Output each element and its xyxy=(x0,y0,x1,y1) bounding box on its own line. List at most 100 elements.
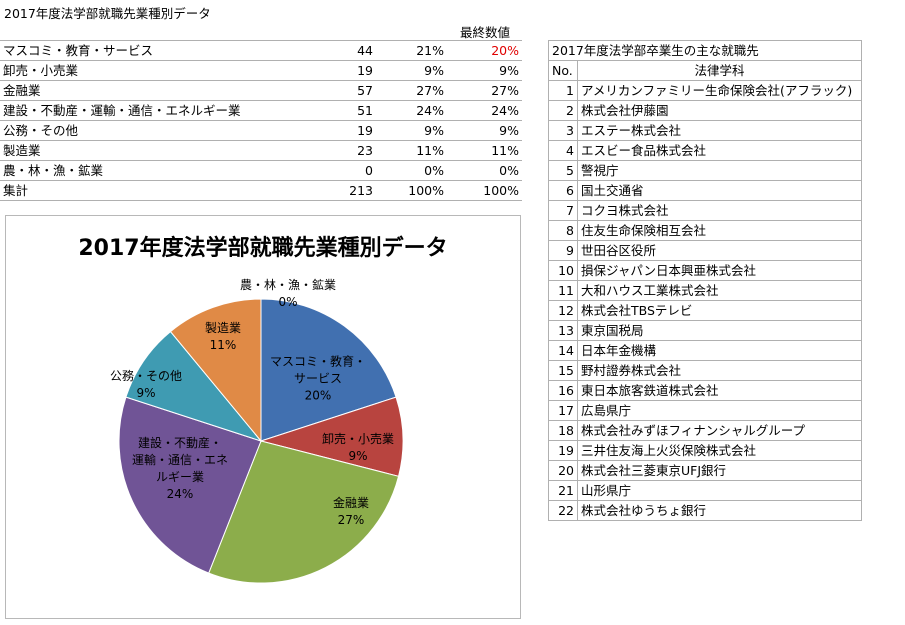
list-title: 2017年度法学部卒業生の主な就職先 xyxy=(548,40,862,61)
list-row: 17 広島県庁 xyxy=(548,400,862,421)
slice-name: 製造業 xyxy=(204,321,242,335)
slice-value: 11% xyxy=(209,338,237,352)
slice-label: 農・林・漁・鉱業 0% xyxy=(240,277,336,311)
pie-slice xyxy=(169,298,262,443)
list-cell: 16 xyxy=(548,380,578,401)
list-row: 11 大和ハウス工業株式会社 xyxy=(548,280,862,301)
table-cell: 213 xyxy=(300,180,376,201)
table-row: 金融業 57 27% 27% xyxy=(0,80,522,101)
list-row: 5 警視庁 xyxy=(548,160,862,181)
data-table: マスコミ・教育・サービス 44 21% 20% 卸売・小売業 19 9% 9% 金融業 57 27%… xyxy=(0,40,522,201)
table-cell: 9% xyxy=(447,60,522,81)
list-cell: 12 xyxy=(548,300,578,321)
list-cell: 20 xyxy=(548,460,578,481)
list-cell: 1 xyxy=(548,80,578,101)
table-row: 集計 213 100% 100% xyxy=(0,180,522,201)
table-cell: 0% xyxy=(447,160,522,181)
table-cell: マスコミ・教育・サービス xyxy=(0,40,300,61)
list-row: 8 住友生命保険相互会社 xyxy=(548,220,862,241)
slice-value: 9% xyxy=(348,449,368,463)
list-cell: 6 xyxy=(548,180,578,201)
table-row: 公務・その他 19 9% 9% xyxy=(0,120,522,141)
list-cell: 22 xyxy=(548,500,578,521)
list-cell: 7 xyxy=(548,200,578,221)
pie-slice xyxy=(208,440,400,584)
table-cell: 100% xyxy=(376,180,447,201)
list-cell: コクヨ株式会社 xyxy=(577,200,862,221)
slice-value: 9% xyxy=(136,386,156,400)
table-row: マスコミ・教育・サービス 44 21% 20% xyxy=(0,40,522,61)
list-cell: 10 xyxy=(548,260,578,281)
list-cell: 世田谷区役所 xyxy=(577,240,862,261)
list-cell: 9 xyxy=(548,240,578,261)
table-cell: 44 xyxy=(300,40,376,61)
list-cell: エスビー食品株式会社 xyxy=(577,140,862,161)
table-cell: 27% xyxy=(376,80,447,101)
table-cell: 23 xyxy=(300,140,376,161)
list-cell: 15 xyxy=(548,360,578,381)
list-cell: 株式会社伊藤園 xyxy=(577,100,862,121)
list-row: 16 東日本旅客鉄道株式会社 xyxy=(548,380,862,401)
slice-value: 27% xyxy=(337,513,365,527)
list-row: 4 エスビー食品株式会社 xyxy=(548,140,862,161)
table-cell: 51 xyxy=(300,100,376,121)
list-row: 21 山形県庁 xyxy=(548,480,862,501)
list-cell: 3 xyxy=(548,120,578,141)
list-cell: 広島県庁 xyxy=(577,400,862,421)
pie-slice xyxy=(125,330,263,443)
list-row: 19 三井住友海上火災保険株式会社 xyxy=(548,440,862,461)
table-cell: 金融業 xyxy=(0,80,300,101)
table-cell: 24% xyxy=(376,100,447,121)
list-cell: 4 xyxy=(548,140,578,161)
list-cell: 21 xyxy=(548,480,578,501)
list-cell: 損保ジャパン日本興亜株式会社 xyxy=(577,260,862,281)
list-cell: 株式会社ゆうちょ銀行 xyxy=(577,500,862,521)
slice-name: 建設・不動産・ 運輸・通信・エネ ルギー業 xyxy=(131,436,229,484)
list-row: 7 コクヨ株式会社 xyxy=(548,200,862,221)
pie-chart xyxy=(118,298,404,584)
slice-name: 公務・その他 xyxy=(109,369,183,383)
table-row: 卸売・小売業 19 9% 9% xyxy=(0,60,522,81)
employer-table: 2017年度法学部卒業生の主な就職先 No. 法律学科 1 アメリカンファミリー生命保… xyxy=(548,40,862,521)
list-row: 6 国土交通省 xyxy=(548,180,862,201)
list-row: 13 東京国税局 xyxy=(548,320,862,341)
slice-label: 金融業 27% xyxy=(333,495,369,529)
sheet-title: 2017年度法学部就職先業種別データ xyxy=(4,6,211,21)
list-cell: 11 xyxy=(548,280,578,301)
table-cell: 卸売・小売業 xyxy=(0,60,300,81)
slice-name: 農・林・漁・鉱業 xyxy=(239,278,337,292)
slice-value: 24% xyxy=(166,487,194,501)
table-row: 製造業 23 11% 11% xyxy=(0,140,522,161)
list-row: 14 日本年金機構 xyxy=(548,340,862,361)
slice-name: 卸売・小売業 xyxy=(321,432,395,446)
slice-value: 20% xyxy=(304,388,332,403)
pie-slice xyxy=(260,298,397,442)
list-cell: 警視庁 xyxy=(577,160,862,181)
list-cell: 17 xyxy=(548,400,578,421)
list-cell: エステー株式会社 xyxy=(577,120,862,141)
pie-slice xyxy=(118,396,262,574)
table-cell: 27% xyxy=(447,80,522,101)
chart-title: 2017年度法学部就職先業種別データ xyxy=(78,236,448,261)
list-row: 9 世田谷区役所 xyxy=(548,240,862,261)
table-cell: 集計 xyxy=(0,180,300,201)
list-cell: 国土交通省 xyxy=(577,180,862,201)
list-cell: 東日本旅客鉄道株式会社 xyxy=(577,380,862,401)
slice-label: 公務・その他 9% xyxy=(110,368,182,402)
table-cell: 農・林・漁・鉱業 xyxy=(0,160,300,181)
list-cell: 株式会社三菱東京UFJ銀行 xyxy=(577,460,862,481)
slice-label: 製造業 11% xyxy=(205,320,241,354)
header-cell: 法律学科 xyxy=(577,60,862,81)
list-cell: 8 xyxy=(548,220,578,241)
list-cell: 5 xyxy=(548,160,578,181)
slice-value: 0% xyxy=(278,295,298,309)
table-cell: 0% xyxy=(376,160,447,181)
list-cell: アメリカンファミリー生命保険会社(アフラック) xyxy=(577,80,862,101)
list-row: 20 株式会社三菱東京UFJ銀行 xyxy=(548,460,862,481)
table-cell: 0 xyxy=(300,160,376,181)
chart-area: 2017年度法学部就職先業種別データ マスコミ・教育・ サービス 20% 卸売・小売… xyxy=(5,215,521,619)
table-cell: 9% xyxy=(447,120,522,141)
list-row: 3 エステー株式会社 xyxy=(548,120,862,141)
pie-slice xyxy=(259,396,404,477)
